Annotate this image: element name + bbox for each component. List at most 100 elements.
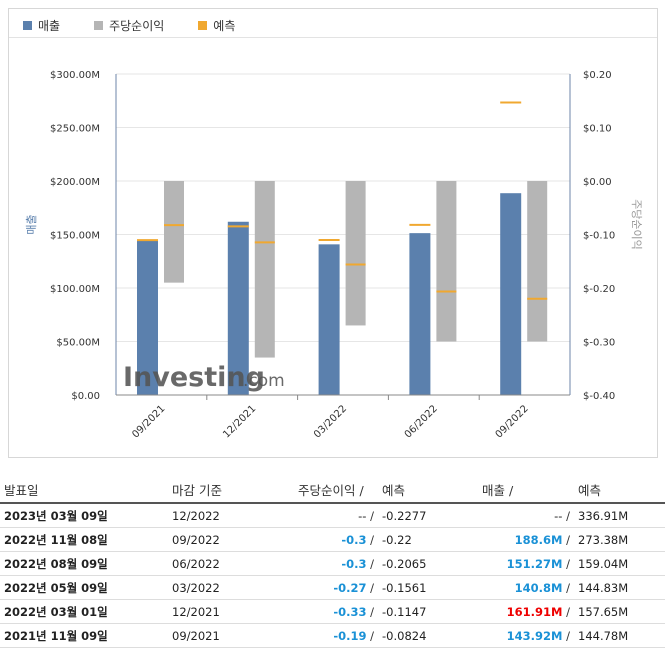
table-row: 2022년 08월 09일 06/2022 -0.3 / -0.2065 151.27M… [0, 551, 665, 576]
cell-revenue: 151.27M / [478, 551, 574, 576]
cell-period: 06/2022 [168, 551, 294, 576]
revenue-bar[interactable] [500, 193, 522, 395]
eps-bar[interactable] [527, 181, 548, 342]
header-date[interactable]: 발표일 [0, 476, 168, 504]
eps-bar[interactable] [436, 181, 457, 342]
right-tick-label: $-0.10 [583, 231, 615, 242]
cell-eps-value: -- [358, 508, 367, 523]
header-period[interactable]: 마감 기준 [168, 476, 294, 504]
cell-revenue-value: 161.91M [506, 604, 563, 619]
eps-bar[interactable] [254, 181, 275, 358]
cell-eps: -0.3 / [294, 551, 378, 576]
left-tick-label: $300.00M [50, 70, 100, 81]
eps-bar[interactable] [164, 181, 184, 283]
x-tick-label: 03/2022 [312, 403, 349, 440]
left-tick-label: $0.00 [71, 391, 100, 402]
separator-slash: / [366, 508, 374, 523]
separator-slash: / [366, 532, 374, 547]
cell-eps-forecast-value: -0.2065 [382, 556, 427, 571]
separator-slash: / [562, 508, 570, 523]
cell-revenue: -- / [478, 503, 574, 528]
earnings-chart-panel: 매출 주당순이익 예측 Investing .com $0.00 $-0.40 $5… [8, 8, 658, 458]
right-tick-label: $-0.20 [583, 284, 615, 295]
header-eps[interactable]: 주당순이익 / [294, 476, 378, 504]
cell-revenue-forecast: 159.04M [574, 551, 665, 576]
cell-eps: -- / [294, 503, 378, 528]
cell-period: 09/2021 [168, 623, 294, 648]
cell-period: 03/2022 [168, 575, 294, 600]
cell-eps-forecast-value: -0.0824 [382, 628, 427, 643]
header-eps-forecast[interactable]: 예측 [378, 476, 478, 504]
revenue-bar[interactable] [318, 244, 340, 395]
cell-date: 2022년 03월 01일 [0, 599, 168, 624]
revenue-swatch-icon [23, 20, 32, 30]
cell-revenue-value: 188.6M [514, 532, 563, 547]
eps-swatch-icon [94, 20, 104, 30]
cell-date: 2022년 05월 09일 [0, 575, 168, 600]
cell-eps-forecast-value: -0.22 [382, 532, 412, 547]
table-header-row: 발표일 마감 기준 주당순이익 / 예측 매출 / 예측 [0, 476, 665, 504]
legend-label: 주당순이익 [109, 18, 165, 33]
cell-revenue-value: 140.8M [514, 580, 563, 595]
cell-eps: -0.3 / [294, 527, 378, 552]
watermark-suffix: .com [243, 371, 285, 391]
left-tick-label: $200.00M [50, 177, 100, 188]
cell-revenue: 188.6M / [478, 527, 574, 552]
legend-item-eps[interactable]: 주당순이익 [94, 17, 164, 34]
cell-eps-forecast-value: -0.1561 [382, 580, 427, 595]
chart-plot: Investing .com $0.00 $-0.40 $50.00M $-0.30 $… [25, 70, 643, 440]
cell-revenue-value: 151.27M [506, 556, 563, 571]
cell-eps-forecast: -0.22 [378, 527, 478, 552]
cell-revenue-forecast-value: 157.65M [578, 604, 629, 619]
separator-slash: / [562, 532, 570, 547]
earnings-table: 발표일 마감 기준 주당순이익 / 예측 매출 / 예측 2023년 03월 0… [0, 476, 665, 648]
cell-revenue-forecast: 336.91M [574, 503, 665, 528]
cell-revenue-forecast-value: 159.04M [578, 556, 629, 571]
right-tick-label: $-0.30 [583, 338, 615, 349]
revenue-bar[interactable] [227, 221, 249, 395]
header-revenue[interactable]: 매출 / [478, 476, 574, 504]
cell-revenue-value: -- [554, 508, 563, 523]
cell-revenue-forecast-value: 144.83M [578, 580, 629, 595]
x-tick-label: 06/2022 [403, 403, 440, 440]
cell-revenue-forecast: 144.83M [574, 575, 665, 600]
cell-period: 12/2021 [168, 599, 294, 624]
cell-date-value: 2022년 08월 09일 [4, 556, 108, 571]
cell-date-value: 2021년 11월 09일 [4, 628, 108, 643]
right-axis-title: 주당순이익 [630, 199, 643, 250]
right-tick-label: $0.10 [583, 124, 612, 135]
cell-period: 09/2022 [168, 527, 294, 552]
cell-eps: -0.27 / [294, 575, 378, 600]
cell-date: 2023년 03월 09일 [0, 503, 168, 528]
cell-period-value: 09/2022 [172, 532, 220, 547]
cell-revenue-value: 143.92M [506, 628, 563, 643]
table-row: 2021년 11월 09일 09/2021 -0.19 / -0.0824 143.92… [0, 623, 665, 648]
cell-revenue: 140.8M / [478, 575, 574, 600]
cell-date: 2021년 11월 09일 [0, 623, 168, 648]
cell-eps-forecast: -0.0824 [378, 623, 478, 648]
table-row: 2022년 03월 01일 12/2021 -0.33 / -0.1147 161.91… [0, 599, 665, 624]
cell-revenue: 161.91M / [478, 599, 574, 624]
separator-slash: / [562, 556, 570, 571]
cell-eps: -0.33 / [294, 599, 378, 624]
eps-bar[interactable] [345, 181, 366, 326]
cell-date-value: 2022년 11월 08일 [4, 532, 108, 547]
separator-slash: / [366, 628, 374, 643]
right-tick-label: $-0.40 [583, 391, 615, 402]
table-row: 2022년 11월 08일 09/2022 -0.3 / -0.22 188.6M / 2… [0, 527, 665, 552]
watermark-brand: Investing [123, 362, 265, 393]
right-tick-label: $0.00 [583, 177, 612, 188]
legend-label: 매출 [38, 18, 61, 33]
forecast-swatch-icon [198, 20, 208, 30]
cell-date: 2022년 08월 09일 [0, 551, 168, 576]
revenue-bar[interactable] [409, 233, 431, 395]
cell-period-value: 03/2022 [172, 580, 220, 595]
legend-item-revenue[interactable]: 매출 [23, 17, 60, 34]
cell-revenue-forecast-value: 336.91M [578, 508, 629, 523]
separator-slash: / [366, 580, 374, 595]
revenue-bar[interactable] [137, 241, 158, 395]
legend-item-forecast[interactable]: 예측 [198, 17, 235, 34]
header-revenue-forecast[interactable]: 예측 [574, 476, 665, 504]
x-tick-label: 09/2021 [130, 403, 167, 440]
cell-period: 12/2022 [168, 503, 294, 528]
